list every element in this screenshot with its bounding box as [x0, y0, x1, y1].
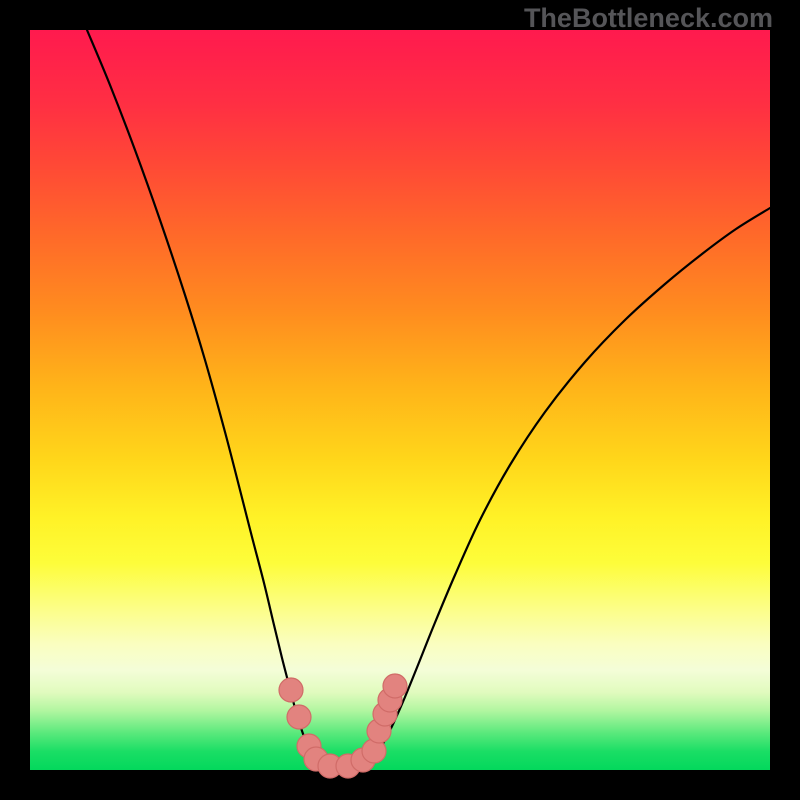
data-marker — [287, 705, 311, 729]
chart-svg — [0, 0, 800, 800]
gradient-rect — [30, 30, 770, 770]
data-marker — [279, 678, 303, 702]
chart-container: TheBottleneck.com — [0, 0, 800, 800]
data-marker — [383, 674, 407, 698]
